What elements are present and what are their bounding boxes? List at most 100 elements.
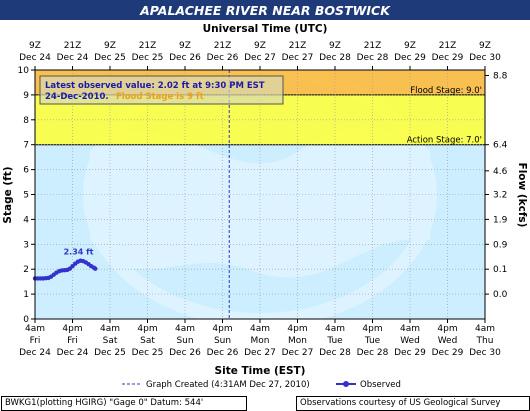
x-tick-time: 4pm [212, 324, 232, 334]
footer-credit: Observations courtesy of US Geological S… [296, 396, 530, 411]
peak-value-label: 2.34 ft [64, 248, 94, 257]
top-tick-time: 9Z [479, 41, 491, 51]
right-tick-label: 1.9 [493, 215, 508, 225]
annotation-line2: 24-Dec-2010. [45, 92, 109, 102]
x-tick-time: 4pm [287, 324, 307, 334]
y-tick-label: 4 [23, 215, 29, 225]
x-tick-day: Thu [476, 336, 494, 346]
x-axis-ticks: 4am Fri Dec 24 4pm Fri Dec 24 4am Sat Dec 25 4pm S… [19, 319, 501, 358]
chart-title: APALACHEE RIVER NEAR BOSTWICK [139, 3, 391, 18]
top-tick-time: 9Z [104, 41, 116, 51]
watermark-text: NOAA [220, 189, 303, 219]
x-tick-day: Sun [176, 336, 193, 346]
grid-lines [34, 70, 486, 319]
x-tick-time: 4pm [362, 324, 382, 334]
top-tick-time: 21Z [214, 41, 232, 51]
legend-observed-label: Observed [360, 380, 401, 390]
y-tick-label: 10 [18, 66, 30, 76]
x-tick-date: Dec 24 [19, 348, 51, 358]
threshold-label-1: Action Stage: 7.0' [407, 136, 482, 146]
x-tick-date: Dec 28 [319, 348, 351, 358]
title-bar [0, 0, 530, 20]
x-tick-date: Dec 30 [469, 348, 501, 358]
x-tick-date: Dec 27 [244, 348, 276, 358]
top-tick-time: 21Z [64, 41, 82, 51]
y-tick-label: 7 [23, 141, 29, 151]
x-axis-label: Site Time (EST) [215, 365, 306, 377]
right-tick-label: 4.6 [493, 167, 508, 177]
right-axis-label: Flow (kcfs) [516, 163, 528, 228]
x-tick-date: Dec 24 [57, 348, 89, 358]
x-tick-time: 4am [325, 324, 345, 334]
top-tick-date: Dec 28 [357, 53, 389, 63]
right-tick-label: 0.1 [493, 265, 507, 275]
annotation-box [39, 75, 284, 105]
annotation-line3: Flood Stage is 9 ft [116, 92, 204, 102]
top-tick-date: Dec 24 [19, 53, 51, 63]
legend-graph-created-label: Graph Created (4:31AM Dec 27, 2010) [146, 380, 310, 390]
x-tick-day: Tue [326, 336, 343, 346]
x-tick-day: Tue [364, 336, 381, 346]
x-tick-time: 4am [25, 324, 45, 334]
x-tick-time: 4am [475, 324, 495, 334]
top-tick-date: Dec 27 [282, 53, 314, 63]
top-tick-date: Dec 29 [432, 53, 464, 63]
x-tick-date: Dec 28 [357, 348, 389, 358]
x-tick-time: 4pm [437, 324, 457, 334]
x-tick-day: Mon [251, 336, 270, 346]
observed-series: 2.34 ft [32, 248, 98, 281]
y-axis-label: Stage (ft) [2, 166, 14, 223]
top-tick-date: Dec 27 [244, 53, 276, 63]
top-tick-time: 9Z [254, 41, 266, 51]
x-tick-time: 4pm [62, 324, 82, 334]
annotation-line1: Latest observed value: 2.02 ft at 9:30 P… [45, 81, 265, 91]
y-tick-label: 6 [23, 166, 29, 176]
latest-value-annotation: Latest observed value: 2.02 ft at 9:30 P… [39, 75, 284, 105]
top-tick-time: 21Z [289, 41, 307, 51]
right-tick-label: 0.0 [493, 290, 508, 300]
top-tick-time: 21Z [364, 41, 382, 51]
top-tick-time: 9Z [179, 41, 191, 51]
observed-point [93, 266, 98, 271]
footer-gage-info: BWKG1(plotting HGIRG) "Gage 0" Datum: 54… [1, 396, 247, 411]
right-tick-label: 8.8 [493, 71, 508, 81]
x-tick-day: Sun [214, 336, 231, 346]
y-tick-label: 2 [23, 265, 29, 275]
x-tick-day: Wed [438, 336, 458, 346]
x-tick-day: Mon [288, 336, 307, 346]
y-tick-label: 1 [23, 290, 29, 300]
y-tick-label: 9 [23, 91, 29, 101]
top-tick-time: 21Z [139, 41, 157, 51]
top-tick-time: 9Z [29, 41, 41, 51]
x-tick-date: Dec 26 [207, 348, 239, 358]
top-tick-date: Dec 29 [394, 53, 426, 63]
x-tick-day: Fri [67, 336, 78, 346]
x-tick-date: Dec 25 [132, 348, 164, 358]
x-tick-date: Dec 27 [282, 348, 314, 358]
y-tick-label: 8 [23, 116, 29, 126]
y-tick-label: 0 [23, 315, 29, 325]
top-tick-time: 9Z [404, 41, 416, 51]
top-tick-date: Dec 30 [469, 53, 501, 63]
top-axis-ticks: 9Z Dec 24 21Z Dec 24 9Z Dec 25 21Z Dec 25 9Z Dec … [19, 41, 501, 70]
y-axis-ticks: 0 1 2 3 4 5 6 7 8 9 10 [18, 66, 35, 325]
top-tick-date: Dec 26 [169, 53, 201, 63]
right-tick-label: 3.2 [493, 191, 507, 201]
top-axis-title: Universal Time (UTC) [203, 23, 328, 35]
top-tick-date: Dec 25 [94, 53, 126, 63]
x-tick-date: Dec 25 [94, 348, 126, 358]
top-tick-date: Dec 25 [132, 53, 164, 63]
top-tick-date: Dec 24 [57, 53, 89, 63]
x-tick-time: 4am [100, 324, 120, 334]
x-tick-day: Sat [103, 336, 118, 346]
right-tick-label: 0.9 [493, 240, 508, 250]
y-tick-label: 3 [23, 240, 29, 250]
top-tick-time: 9Z [329, 41, 341, 51]
top-tick-time: 21Z [439, 41, 457, 51]
x-tick-date: Dec 26 [169, 348, 201, 358]
chart-svg: APALACHEE RIVER NEAR BOSTWICK Universal … [0, 0, 530, 390]
top-tick-date: Dec 28 [319, 53, 351, 63]
x-tick-day: Sat [140, 336, 155, 346]
x-tick-day: Fri [30, 336, 41, 346]
x-tick-date: Dec 29 [394, 348, 426, 358]
